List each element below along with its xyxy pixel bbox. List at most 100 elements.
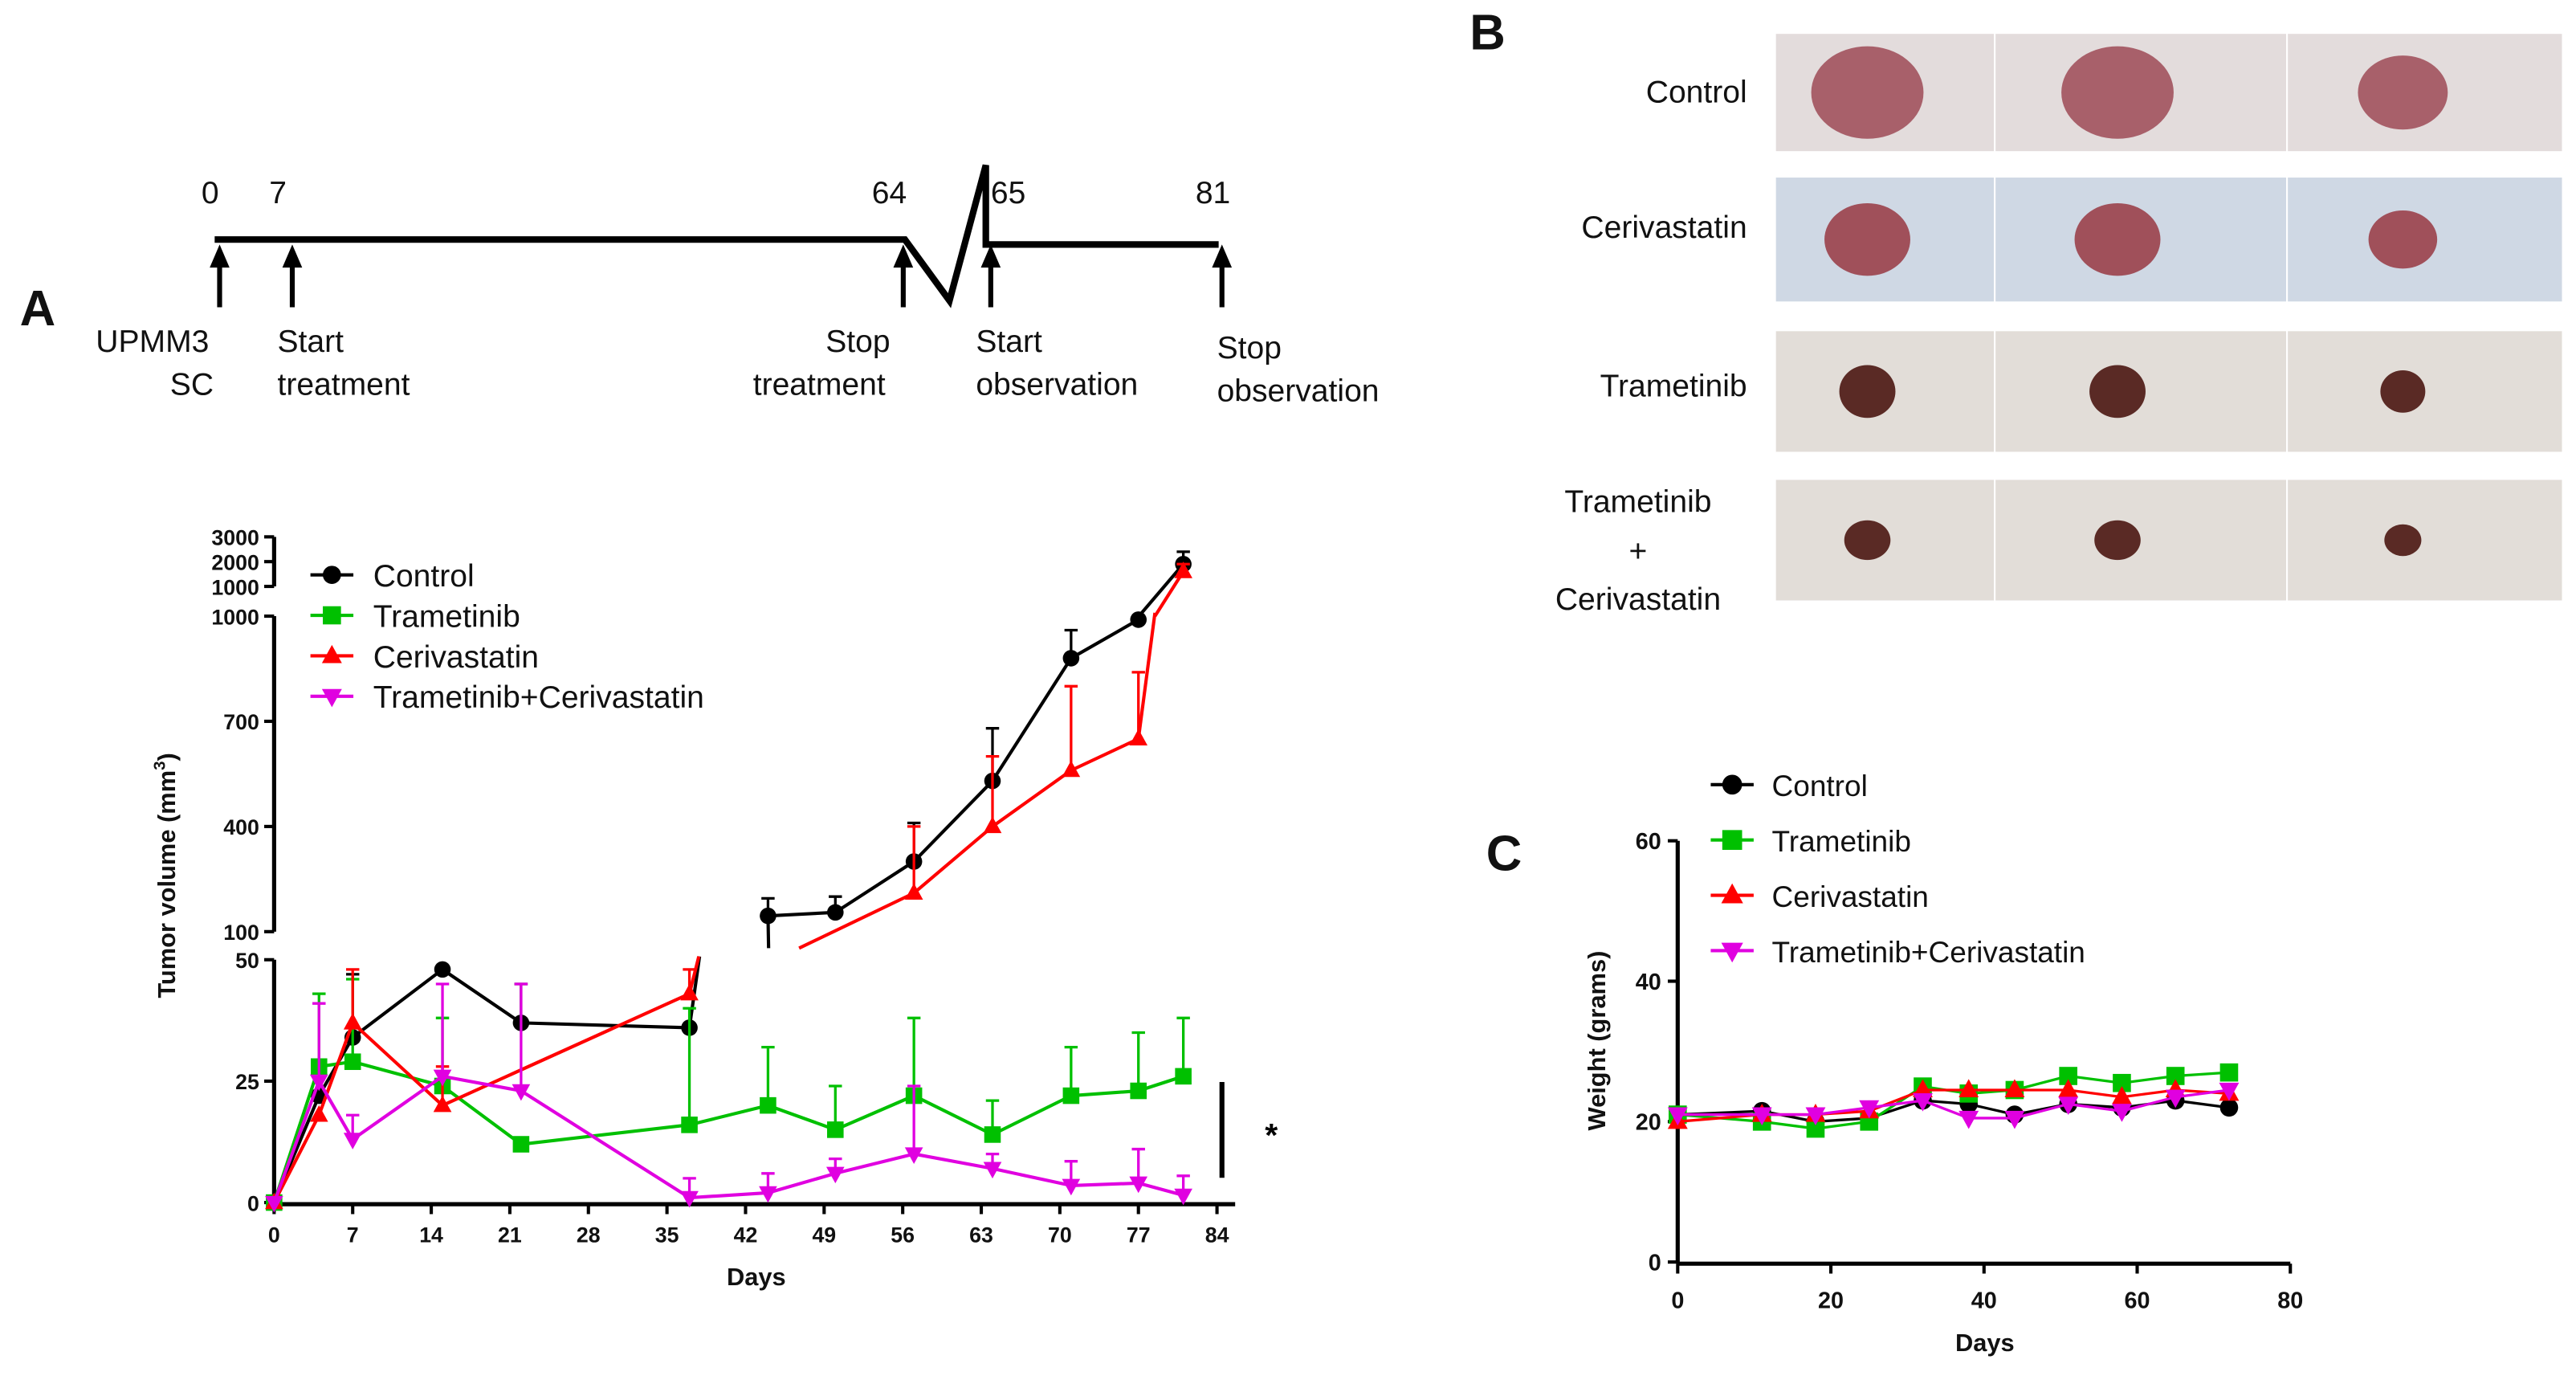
tumor-photos: Control Cerivastatin Trametinib Trametin… (1555, 32, 2564, 617)
tumor-specimen (2074, 202, 2161, 276)
photo-row-label: Cerivastatin (1581, 210, 1747, 245)
tumor-specimen (2384, 524, 2422, 557)
tumor-specimen (2094, 520, 2141, 561)
y-axis-label-sup: 3 (151, 761, 169, 770)
marker-triangle-up (343, 1013, 362, 1030)
marker-square (323, 606, 341, 625)
photo-row-label: Control (1646, 76, 1747, 110)
marker-triangle-down (1129, 1176, 1148, 1194)
y-axis-label: Tumor volume (mm3) (151, 753, 181, 998)
series-line (992, 1094, 1072, 1137)
marker-triangle-up (2058, 1079, 2079, 1098)
x-tick-label: 0 (1671, 1288, 1684, 1314)
marker-square (1062, 1087, 1080, 1104)
marker-square (2166, 1067, 2185, 1085)
series-line (689, 1190, 768, 1200)
x-tick-label: 7 (347, 1223, 359, 1247)
series-line (442, 1074, 522, 1093)
marker-triangle-down (1805, 1107, 1826, 1126)
panel-label-c: C (1486, 827, 1522, 882)
legend-label: Cerivastatin (373, 640, 539, 675)
marker-triangle-down (2058, 1096, 2079, 1116)
series-line (1153, 570, 1185, 618)
series-line (352, 1075, 444, 1141)
marker-triangle-down (2165, 1089, 2186, 1109)
y-tick-label: 100 (223, 921, 259, 945)
photo-row-label: + (1629, 534, 1648, 569)
marker-triangle-down (1913, 1093, 1933, 1112)
y-tick-label: 60 (1636, 829, 1661, 855)
marker-square (1722, 830, 1742, 851)
marker-square (1175, 1068, 1192, 1085)
timeline-day: 7 (269, 176, 287, 210)
marker-circle (827, 904, 844, 921)
marker-square (827, 1121, 844, 1138)
marker-circle (1062, 650, 1080, 667)
x-tick-label: 60 (2125, 1288, 2150, 1314)
y-tick-label: 3000 (211, 526, 259, 550)
series-line (834, 859, 915, 914)
x-tick-label: 70 (1048, 1223, 1072, 1247)
series-line (1070, 1181, 1139, 1187)
series-line (272, 1114, 321, 1204)
y-tick-label: 50 (235, 949, 259, 973)
y-tick-label: 700 (223, 710, 259, 734)
x-tick-label: 63 (969, 1223, 993, 1247)
tumor-specimen (2089, 365, 2146, 419)
series-line (351, 968, 444, 1039)
x-tick-label: 40 (1971, 1288, 1997, 1314)
panel-label-a: A (20, 281, 56, 337)
timeline-event: observation (976, 367, 1138, 402)
series-line (352, 1060, 443, 1088)
marker-triangle-down (759, 1186, 777, 1203)
marker-square (1130, 1082, 1147, 1100)
series-line (317, 1022, 355, 1116)
x-tick-label: 49 (812, 1223, 836, 1247)
tumor-specimen (1839, 365, 1896, 419)
series-line (913, 1094, 993, 1137)
marker-square (2219, 1063, 2239, 1082)
series-line (912, 825, 994, 895)
arrow-head-icon (980, 244, 1001, 268)
series-line (767, 1104, 836, 1132)
timeline-event: Stop (1217, 331, 1282, 365)
series-line (767, 1171, 836, 1194)
timeline-day: 81 (1196, 176, 1230, 210)
marker-square (2059, 1067, 2077, 1085)
series-line (351, 1021, 444, 1107)
timeline-day: 64 (872, 176, 907, 210)
series-trametinib (1669, 1063, 2239, 1138)
y-tick-label: 400 (223, 815, 259, 839)
tumor-specimen (2380, 370, 2426, 413)
y-tick-label: 40 (1636, 970, 1661, 995)
timeline-event: Stop (825, 325, 890, 359)
series-trametinib (266, 978, 1192, 1211)
marker-triangle-up (1062, 760, 1081, 778)
marker-triangle-up (2111, 1086, 2132, 1104)
series-line (442, 992, 691, 1108)
y-tick-label: 0 (247, 1191, 259, 1215)
series-cerivastatin (265, 561, 1192, 1210)
series-line (992, 1166, 1072, 1187)
series-line (991, 657, 1073, 782)
series-trametinib-cerivastatin (265, 982, 1192, 1213)
y-axis-label: Weight (grams) (1583, 951, 1611, 1131)
series-line (441, 1084, 523, 1146)
marker-triangle-up (1913, 1079, 1933, 1098)
timeline-event: UPMM3 (96, 325, 209, 359)
series-line (1070, 618, 1139, 660)
legend-label: Control (1772, 769, 1868, 802)
marker-triangle-up (1174, 561, 1192, 578)
marker-triangle-down (2219, 1082, 2240, 1101)
series-line (520, 1089, 691, 1199)
series-line (991, 769, 1073, 828)
tumor-specimen (1811, 46, 1924, 139)
tumor-specimen (1824, 202, 1910, 276)
marker-circle (2219, 1098, 2239, 1117)
marker-triangle-down (983, 1162, 1002, 1179)
series-line (441, 968, 523, 1025)
marker-triangle-down (825, 1166, 845, 1184)
timeline-day: 65 (991, 176, 1025, 210)
tumor-volume-chart: Tumor volume (mm3) Days * 0 7 14 21 28 35 42 49… (151, 526, 1278, 1291)
